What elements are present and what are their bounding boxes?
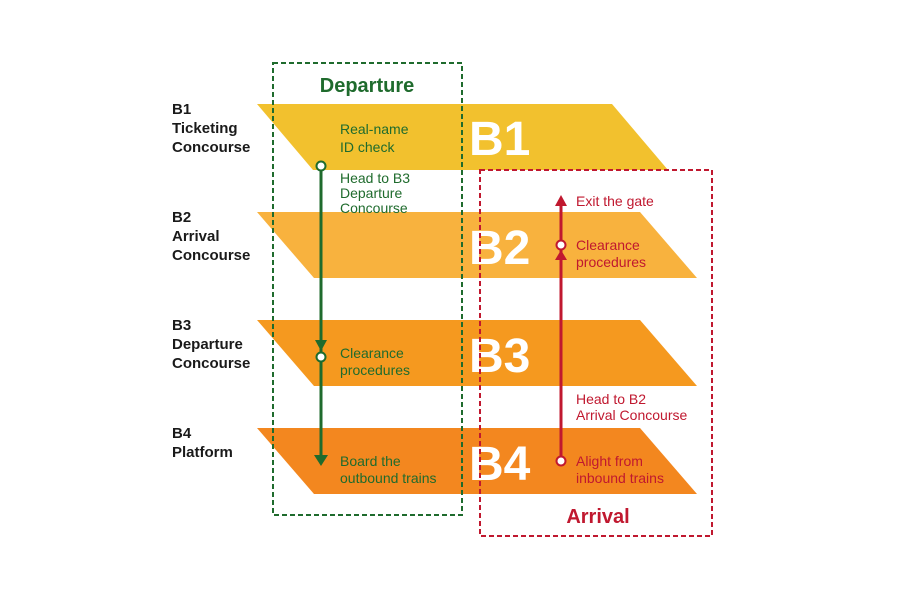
floor-code-b1: B1	[469, 113, 530, 166]
arrival-step-exit-gate: Exit the gate	[576, 193, 654, 209]
departure-node-b1	[315, 160, 327, 172]
departure-node-b3	[315, 351, 327, 363]
arrival-box	[479, 169, 713, 537]
level-label-b3: B3 Departure Concourse	[172, 317, 250, 372]
floor-slab-b1	[257, 104, 668, 170]
floor-code-b2: B2	[469, 222, 530, 275]
departure-arrowhead-b3	[315, 340, 327, 351]
arrival-arrowhead-b2	[555, 250, 567, 260]
departure-step-head-to-b3: Head to B3 Departure Concourse	[340, 170, 414, 216]
arrival-node-b4	[555, 455, 567, 467]
departure-arrowhead-b4	[314, 455, 328, 466]
floor-code-b4: B4	[469, 438, 531, 491]
floor-slab-b2	[257, 212, 697, 278]
floor-slab-b3	[257, 320, 697, 386]
arrival-title: Arrival	[566, 506, 629, 528]
floor-slab-b4	[257, 428, 697, 494]
arrival-step-clearance: Clearance procedures	[576, 237, 646, 270]
arrival-arrowhead-top	[555, 195, 567, 206]
arrival-step-alight: Alight from inbound trains	[576, 453, 664, 486]
departure-step-clearance: Clearance procedures	[340, 345, 410, 378]
departure-title: Departure	[320, 75, 414, 97]
departure-step-board: Board the outbound trains	[340, 453, 437, 486]
arrival-node-b2	[555, 239, 567, 251]
level-label-b4: B4 Platform	[172, 425, 233, 461]
departure-step-id-check: Real-name ID check	[340, 121, 412, 155]
level-label-b1: B1 Ticketing Concourse	[172, 101, 250, 156]
level-label-b2: B2 Arrival Concourse	[172, 209, 250, 264]
arrival-step-head-to-b2: Head to B2 Arrival Concourse	[576, 391, 687, 423]
floor-code-b3: B3	[469, 330, 530, 383]
departure-box	[272, 62, 463, 516]
